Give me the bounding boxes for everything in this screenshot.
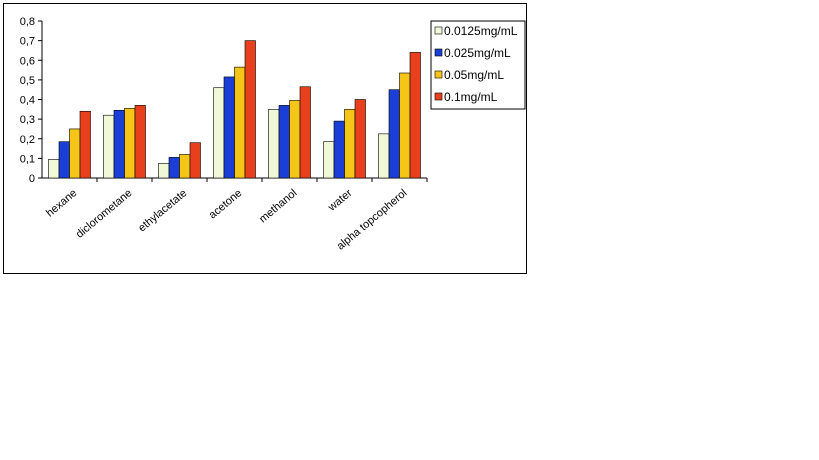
- legend-swatch: [434, 70, 443, 79]
- y-tick-label: 0,6: [20, 55, 35, 67]
- category-label: methanol: [257, 187, 299, 225]
- y-tick-label: 0,3: [20, 114, 35, 126]
- bar-acetone-series-3: [244, 40, 256, 179]
- y-tick-label: 0,1: [20, 153, 35, 165]
- bar-hexane-series-1: [58, 141, 70, 179]
- bar-acetone-series-2: [234, 66, 246, 179]
- legend-swatch: [434, 48, 443, 57]
- legend-label: 0.1mg/mL: [444, 90, 498, 104]
- bar-ethylacetate-series-0: [158, 162, 170, 179]
- legend-label: 0.025mg/mL: [444, 46, 511, 60]
- bar-diclorometane-series-1: [113, 109, 125, 179]
- bar-diclorometane-series-2: [124, 108, 136, 179]
- bar-alpha-topcopherol-series-2: [399, 72, 411, 179]
- bar-diclorometane-series-3: [134, 105, 146, 179]
- y-tick-labels: 0 0,1 0,2 0,3 0,4 0,5 0,6 0,7 0,8: [20, 16, 35, 185]
- bars: [48, 40, 421, 179]
- bar-methanol-series-1: [278, 105, 290, 179]
- y-tick-label: 0: [29, 173, 35, 185]
- chart-frame: 0 0,1 0,2 0,3 0,4 0,5 0,6 0,7 0,8 hexane diclorom…: [3, 3, 527, 274]
- category-label: diclorometane: [74, 187, 135, 241]
- bar-acetone-series-1: [223, 76, 235, 179]
- y-tick-label: 0,4: [20, 95, 35, 107]
- legend-swatch: [434, 26, 443, 35]
- bar-hexane-series-0: [48, 159, 60, 179]
- legend-box: [430, 20, 526, 110]
- bar-chart: 0 0,1 0,2 0,3 0,4 0,5 0,6 0,7 0,8 hexanediclorom…: [20, 16, 526, 253]
- bar-acetone-series-0: [213, 87, 225, 179]
- legend-label: 0.05mg/mL: [444, 68, 504, 82]
- bar-hexane-series-2: [69, 128, 81, 179]
- bar-ethylacetate-series-2: [179, 154, 191, 179]
- bar-methanol-series-3: [299, 86, 311, 179]
- bar-alpha-topcopherol-series-1: [388, 89, 400, 179]
- y-tick-label: 0,5: [20, 75, 35, 87]
- legend-label: 0.0125mg/mL: [444, 24, 518, 38]
- category-label: hexane: [44, 187, 79, 219]
- category-label: ethylacetate: [136, 187, 189, 234]
- bar-alpha-topcopherol-series-0: [378, 133, 390, 179]
- legend-swatch: [434, 92, 443, 101]
- bar-water-series-2: [344, 109, 356, 179]
- bar-methanol-series-2: [289, 100, 301, 179]
- y-tick-label: 0,8: [20, 16, 35, 28]
- y-tick-label: 0,2: [20, 134, 35, 146]
- bar-ethylacetate-series-1: [168, 157, 180, 179]
- legend: 0.0125mg/mL 0.025mg/mL 0.05mg/mL 0.1mg/mL: [430, 20, 526, 110]
- bar-methanol-series-0: [268, 109, 280, 179]
- y-tick-label: 0,7: [20, 36, 35, 48]
- bar-alpha-topcopherol-series-3: [409, 52, 421, 179]
- bar-hexane-series-3: [79, 110, 91, 179]
- bar-water-series-0: [323, 141, 335, 179]
- bar-water-series-1: [333, 120, 345, 179]
- bar-ethylacetate-series-3: [189, 142, 201, 179]
- bar-water-series-3: [354, 99, 366, 179]
- category-label: acetone: [207, 187, 245, 221]
- bar-diclorometane-series-0: [103, 114, 115, 179]
- category-label: water: [325, 187, 354, 214]
